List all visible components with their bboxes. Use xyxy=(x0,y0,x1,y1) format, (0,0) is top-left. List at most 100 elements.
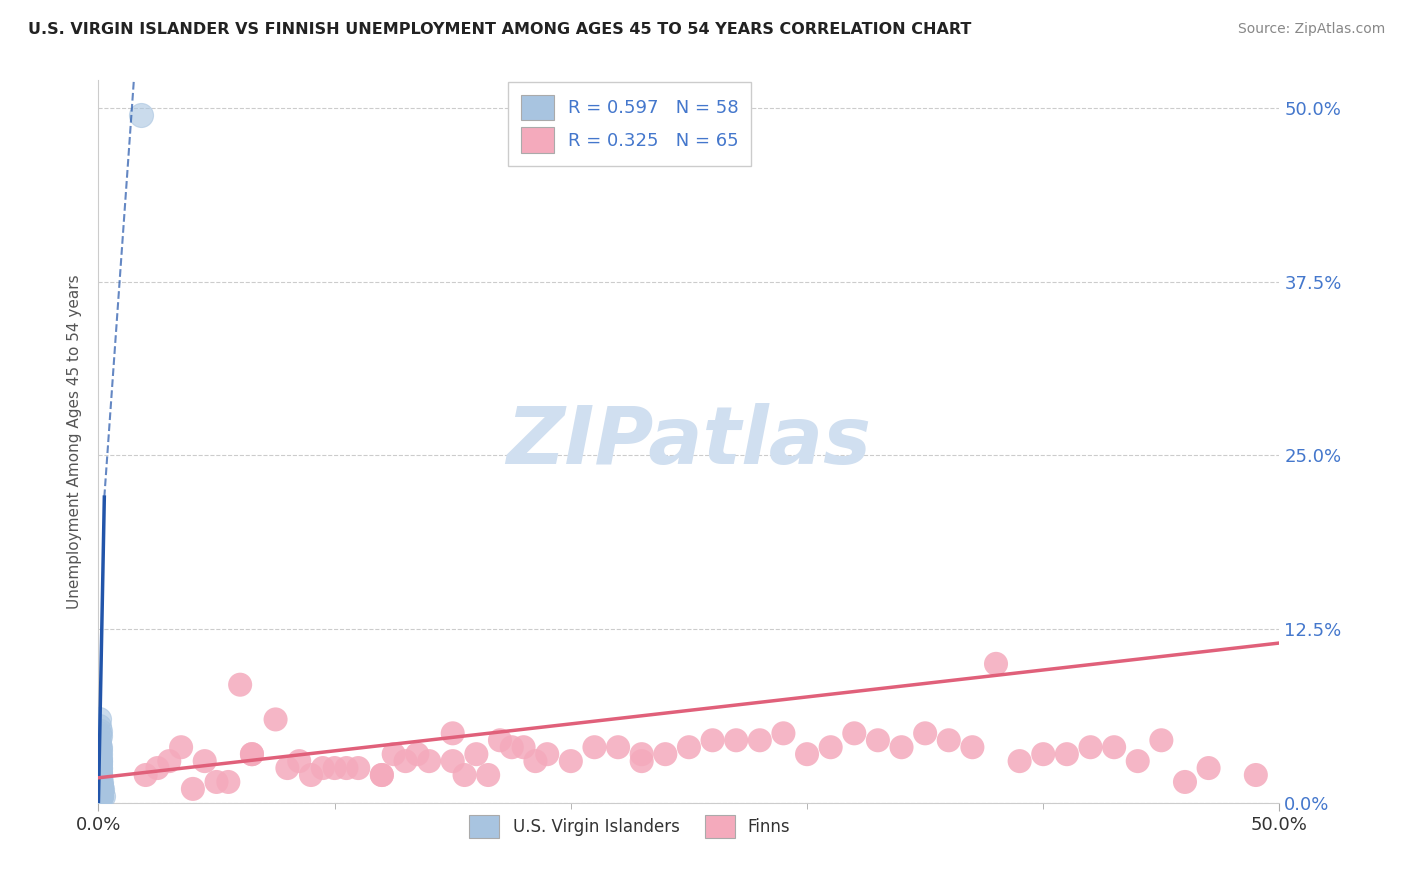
Point xyxy=(866,733,889,747)
Point xyxy=(89,779,111,793)
Point xyxy=(135,768,157,782)
Point xyxy=(89,743,111,757)
Point xyxy=(288,754,311,768)
Point xyxy=(489,733,512,747)
Point xyxy=(90,781,112,796)
Point xyxy=(89,747,111,761)
Point xyxy=(477,768,499,782)
Point xyxy=(89,738,111,752)
Point xyxy=(1008,754,1031,768)
Point xyxy=(371,768,394,782)
Point xyxy=(418,754,440,768)
Point xyxy=(89,775,111,789)
Point xyxy=(560,754,582,768)
Point xyxy=(914,726,936,740)
Point xyxy=(89,768,111,782)
Point xyxy=(90,785,112,799)
Point xyxy=(90,785,112,799)
Point xyxy=(89,713,111,727)
Point xyxy=(217,775,239,789)
Point xyxy=(890,740,912,755)
Point xyxy=(441,726,464,740)
Point xyxy=(453,768,475,782)
Point xyxy=(962,740,984,755)
Point xyxy=(90,775,112,789)
Point xyxy=(129,108,152,122)
Point xyxy=(89,785,111,799)
Point xyxy=(89,768,111,782)
Point xyxy=(441,754,464,768)
Text: Source: ZipAtlas.com: Source: ZipAtlas.com xyxy=(1237,22,1385,37)
Point xyxy=(820,740,842,755)
Point xyxy=(276,761,298,775)
Point xyxy=(89,781,111,796)
Point xyxy=(512,740,534,755)
Point xyxy=(89,789,111,803)
Point xyxy=(89,729,111,743)
Point xyxy=(938,733,960,747)
Point xyxy=(89,747,111,761)
Point xyxy=(347,761,370,775)
Point xyxy=(89,726,111,740)
Point xyxy=(702,733,724,747)
Point xyxy=(312,761,335,775)
Point xyxy=(1032,747,1054,761)
Point xyxy=(170,740,193,755)
Point xyxy=(90,785,112,799)
Point xyxy=(630,747,652,761)
Point xyxy=(89,775,111,789)
Point xyxy=(89,761,111,775)
Point xyxy=(1174,775,1197,789)
Point xyxy=(89,771,111,785)
Point xyxy=(748,733,770,747)
Point xyxy=(844,726,866,740)
Point xyxy=(89,768,111,782)
Point xyxy=(89,761,111,775)
Point xyxy=(90,781,112,796)
Point xyxy=(89,719,111,733)
Point xyxy=(406,747,429,761)
Point xyxy=(240,747,263,761)
Point xyxy=(264,713,287,727)
Point xyxy=(89,775,111,789)
Point xyxy=(89,761,111,775)
Point xyxy=(89,756,111,771)
Point xyxy=(89,781,111,796)
Legend: U.S. Virgin Islanders, Finns: U.S. Virgin Islanders, Finns xyxy=(463,808,797,845)
Point xyxy=(90,785,112,799)
Point xyxy=(229,678,252,692)
Point xyxy=(536,747,558,761)
Point xyxy=(607,740,630,755)
Text: U.S. VIRGIN ISLANDER VS FINNISH UNEMPLOYMENT AMONG AGES 45 TO 54 YEARS CORRELATI: U.S. VIRGIN ISLANDER VS FINNISH UNEMPLOY… xyxy=(28,22,972,37)
Point xyxy=(1080,740,1102,755)
Point xyxy=(194,754,217,768)
Point xyxy=(394,754,416,768)
Point xyxy=(89,751,111,765)
Point xyxy=(240,747,263,761)
Y-axis label: Unemployment Among Ages 45 to 54 years: Unemployment Among Ages 45 to 54 years xyxy=(66,274,82,609)
Point xyxy=(89,781,111,796)
Point xyxy=(678,740,700,755)
Point xyxy=(89,733,111,747)
Point xyxy=(90,781,112,796)
Point xyxy=(89,771,111,785)
Point xyxy=(630,754,652,768)
Point xyxy=(984,657,1007,671)
Point xyxy=(90,785,112,799)
Point xyxy=(1198,761,1220,775)
Point xyxy=(157,754,180,768)
Point xyxy=(91,781,114,796)
Point xyxy=(91,789,114,803)
Point xyxy=(89,754,111,768)
Point xyxy=(465,747,488,761)
Point xyxy=(89,779,111,793)
Point xyxy=(89,775,111,789)
Point xyxy=(89,789,111,803)
Point xyxy=(382,747,405,761)
Point xyxy=(89,768,111,782)
Point xyxy=(90,779,112,793)
Point xyxy=(90,781,112,796)
Point xyxy=(501,740,523,755)
Point xyxy=(89,771,111,785)
Point xyxy=(89,781,111,796)
